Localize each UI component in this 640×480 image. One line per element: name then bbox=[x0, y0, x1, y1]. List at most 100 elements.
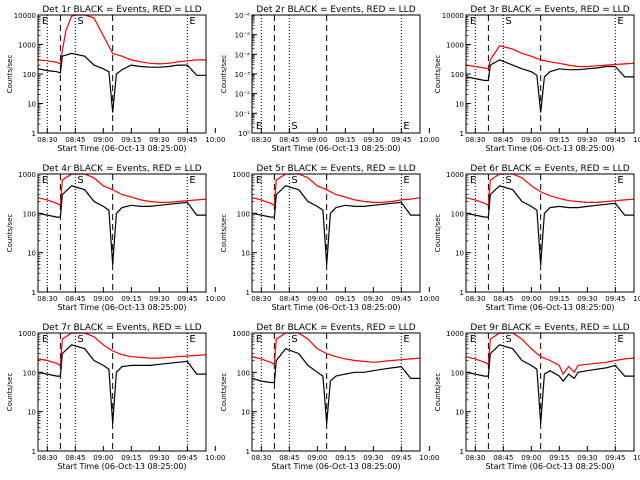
y-tick-label: 10000 bbox=[14, 12, 36, 20]
event-marker-e: E bbox=[470, 175, 476, 186]
x-axis-label: Start Time (06-Oct-13 08:25:00) bbox=[271, 144, 400, 153]
x-tick-label: 09:15 bbox=[335, 454, 355, 462]
plot-frame bbox=[465, 14, 635, 134]
event-marker-s: S bbox=[505, 334, 511, 345]
event-marker-e: E bbox=[189, 175, 195, 186]
y-tick-label: 100 bbox=[451, 71, 464, 79]
y-tick-label: 1000 bbox=[446, 171, 464, 179]
y-tick-label: 10 bbox=[455, 250, 464, 258]
chart-panel-6: Det 6r BLACK = Events, RED = LLD 1 10 100 10… bbox=[434, 164, 640, 312]
x-tick-label: 08:30 bbox=[251, 136, 271, 144]
x-tick-label: 08:30 bbox=[37, 454, 57, 462]
plot-frame bbox=[465, 173, 635, 293]
chart-title: Det 7r BLACK = Events, RED = LLD bbox=[42, 323, 201, 333]
event-marker-e: E bbox=[617, 175, 623, 186]
y-tick-label: 10 bbox=[455, 409, 464, 417]
y-tick-label: 100 bbox=[23, 71, 36, 79]
y-tick-label: 100 bbox=[451, 210, 464, 218]
series-line-black bbox=[465, 344, 634, 424]
chart-title: Det 5r BLACK = Events, RED = LLD bbox=[256, 164, 415, 174]
series-line-red bbox=[251, 332, 421, 366]
x-tick-label: 09:30 bbox=[577, 454, 597, 462]
event-marker-e: E bbox=[189, 334, 195, 345]
y-tick-label: 1 bbox=[246, 289, 250, 297]
y-tick-label: 1 bbox=[460, 130, 464, 138]
plot-frame bbox=[37, 332, 207, 452]
x-tick-label: 09:15 bbox=[335, 295, 355, 303]
x-tick-label: 09:30 bbox=[577, 295, 597, 303]
series-line-black bbox=[465, 59, 634, 113]
x-axis-label: Start Time (06-Oct-13 08:25:00) bbox=[485, 303, 614, 312]
series-line-black bbox=[251, 185, 420, 265]
y-axis-label: Counts/sec bbox=[220, 373, 228, 412]
x-tick-label: 09:15 bbox=[549, 136, 569, 144]
event-marker-e: E bbox=[403, 121, 409, 132]
event-marker-s: S bbox=[505, 175, 511, 186]
x-tick-label: 08:30 bbox=[37, 295, 57, 303]
x-tick-label: 09:30 bbox=[149, 454, 169, 462]
x-tick-label: 09:30 bbox=[363, 295, 383, 303]
y-tick-label: 10⁰ bbox=[238, 130, 250, 138]
plot-frame bbox=[37, 14, 207, 134]
x-tick-label: 08:30 bbox=[251, 454, 271, 462]
chart-title: Det 6r BLACK = Events, RED = LLD bbox=[470, 164, 629, 174]
x-tick-label: 08:30 bbox=[465, 295, 485, 303]
y-axis-label: Counts/sec bbox=[6, 214, 14, 253]
y-tick-label: 10 bbox=[27, 409, 36, 417]
chart-panel-2: Det 2r BLACK = Events, RED = LLD 10⁰ 10⁻¹ 1… bbox=[220, 5, 439, 153]
y-tick-label: 100 bbox=[451, 369, 464, 377]
plot-frame bbox=[251, 14, 421, 134]
y-axis-label: Counts/sec bbox=[6, 55, 14, 94]
x-tick-label: 09:15 bbox=[121, 454, 141, 462]
x-tick-label: 08:45 bbox=[493, 454, 513, 462]
event-marker-e: E bbox=[617, 334, 623, 345]
x-tick-label: 10:00 bbox=[419, 136, 439, 144]
x-tick-label: 09:15 bbox=[121, 295, 141, 303]
chart-panel-3: Det 3r BLACK = Events, RED = LLD 1 10 100 10… bbox=[434, 5, 640, 153]
y-tick-label: 1000 bbox=[18, 171, 36, 179]
x-tick-label: 09:45 bbox=[391, 295, 411, 303]
y-tick-label: 1 bbox=[460, 448, 464, 456]
x-tick-label: 09:00 bbox=[307, 295, 327, 303]
chart-panel-8: Det 8r BLACK = Events, RED = LLD 1 10 100 10… bbox=[220, 323, 439, 471]
y-axis-label: Counts/sec bbox=[434, 214, 442, 253]
event-marker-s: S bbox=[77, 334, 83, 345]
series-line-black bbox=[251, 347, 420, 424]
x-tick-label: 10:00 bbox=[205, 136, 225, 144]
x-tick-label: 10:00 bbox=[633, 136, 640, 144]
series-line-black bbox=[37, 344, 206, 424]
x-tick-label: 09:15 bbox=[335, 136, 355, 144]
series-line-red bbox=[37, 14, 206, 65]
x-tick-label: 08:45 bbox=[493, 295, 513, 303]
y-axis-label: Counts/sec bbox=[220, 214, 228, 253]
y-tick-label: 1000 bbox=[446, 330, 464, 338]
x-tick-label: 09:00 bbox=[93, 295, 113, 303]
y-tick-label: 100 bbox=[23, 369, 36, 377]
event-marker-s: S bbox=[77, 175, 83, 186]
x-tick-label: 09:00 bbox=[307, 136, 327, 144]
x-tick-label: 09:15 bbox=[121, 136, 141, 144]
x-tick-label: 09:15 bbox=[549, 295, 569, 303]
x-tick-label: 09:30 bbox=[149, 136, 169, 144]
x-tick-label: 09:45 bbox=[177, 136, 197, 144]
x-tick-label: 09:30 bbox=[149, 295, 169, 303]
x-tick-label: 10:00 bbox=[633, 454, 640, 462]
x-axis-label: Start Time (06-Oct-13 08:25:00) bbox=[271, 303, 400, 312]
y-axis-label: Counts/sec bbox=[220, 55, 228, 94]
chart-panel-7: Det 7r BLACK = Events, RED = LLD 1 10 100 10… bbox=[6, 323, 225, 471]
event-marker-s: S bbox=[291, 334, 297, 345]
y-tick-label: 10 bbox=[241, 409, 250, 417]
x-tick-label: 09:45 bbox=[605, 136, 625, 144]
event-marker-e: E bbox=[42, 16, 48, 27]
y-tick-label: 1000 bbox=[18, 330, 36, 338]
y-tick-label: 10⁻² bbox=[235, 91, 251, 99]
chart-title: Det 3r BLACK = Events, RED = LLD bbox=[470, 5, 629, 15]
event-marker-e: E bbox=[470, 16, 476, 27]
y-tick-label: 1 bbox=[460, 289, 464, 297]
plot-frame bbox=[251, 332, 421, 452]
x-tick-label: 09:00 bbox=[307, 454, 327, 462]
series-line-red bbox=[465, 173, 635, 207]
y-axis-label: Counts/sec bbox=[434, 55, 442, 94]
y-axis-label: Counts/sec bbox=[434, 373, 442, 412]
x-tick-label: 09:30 bbox=[363, 136, 383, 144]
